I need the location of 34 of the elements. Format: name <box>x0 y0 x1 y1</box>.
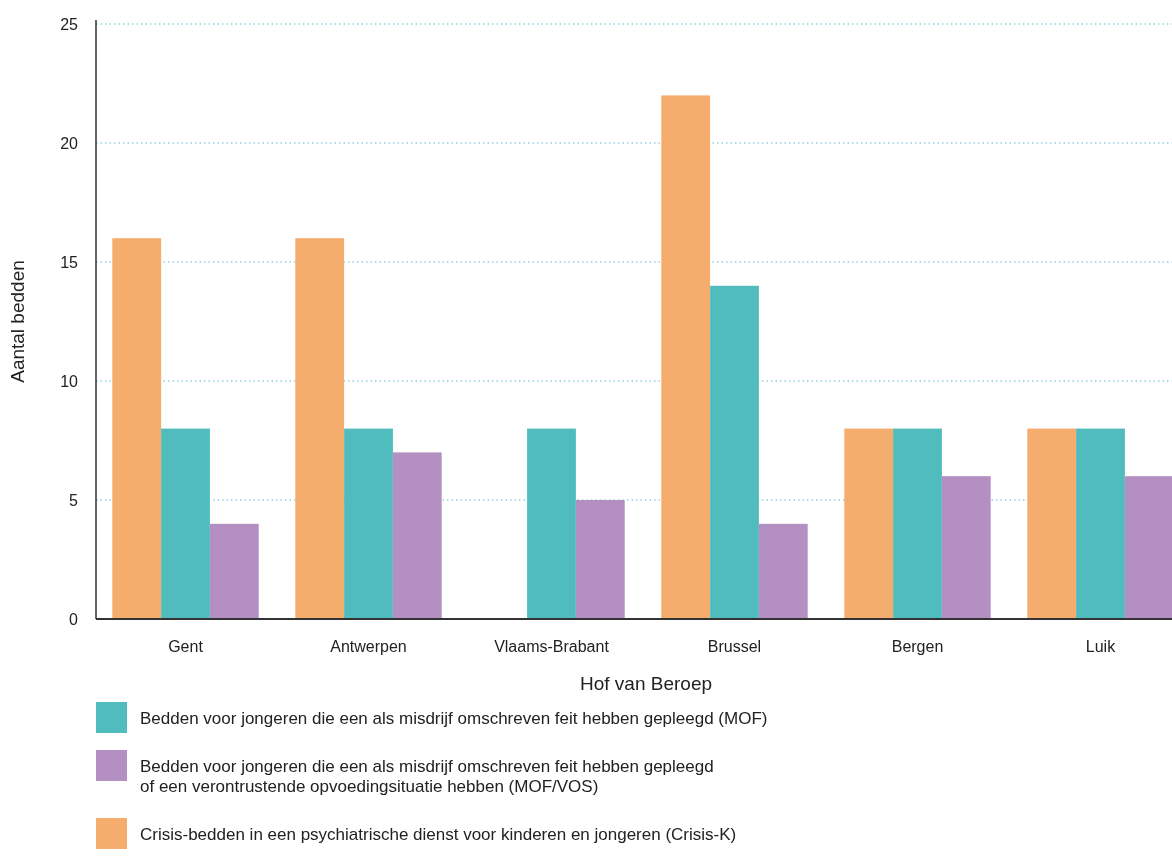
y-tick-label: 5 <box>69 491 79 509</box>
bar <box>893 428 942 619</box>
bar <box>844 428 894 619</box>
bar <box>527 428 576 619</box>
x-axis-title: Hof van Beroep <box>579 673 713 694</box>
bar <box>161 428 210 619</box>
bar <box>1124 476 1172 619</box>
x-tick-label: Gent <box>168 638 204 655</box>
bar <box>1027 428 1077 619</box>
y-tick-label: 10 <box>60 372 79 390</box>
legend-label: Bedden voor jongeren die een als misdrijf omschreven feit hebben gepleegd (MOF) <box>140 709 768 728</box>
bar <box>209 523 259 619</box>
y-tick-label: 25 <box>60 15 79 33</box>
y-tick-label: 20 <box>60 134 79 152</box>
x-tick-label: Brussel <box>707 638 762 655</box>
bar <box>344 428 393 619</box>
y-axis-title: Aantal bedden <box>7 260 28 383</box>
y-tick-label: 0 <box>69 610 79 628</box>
x-tick-label: Luik <box>1085 638 1117 655</box>
x-tick-label: Bergen <box>891 638 944 655</box>
bar <box>661 95 711 619</box>
bar <box>1076 428 1125 619</box>
bar <box>710 285 759 619</box>
x-tick-label: Vlaams-Brabant <box>494 638 610 655</box>
bar <box>392 452 442 619</box>
bar <box>295 238 345 619</box>
y-tick-label: 15 <box>60 253 79 271</box>
legend-label: Crisis-bedden in een psychiatrische dienst voor kinderen en jongeren (Crisis-K) <box>140 825 737 844</box>
bar <box>112 238 162 619</box>
legend-label: Bedden voor jongeren die een als misdrijf omschreven feit hebben gepleegd of een verontrustende opvoedingsituatie hebben (MOF/VOS) <box>140 757 714 796</box>
x-tick-label: Antwerpen <box>330 638 407 655</box>
bar <box>575 500 625 619</box>
bar <box>758 523 808 619</box>
bar <box>941 476 991 619</box>
